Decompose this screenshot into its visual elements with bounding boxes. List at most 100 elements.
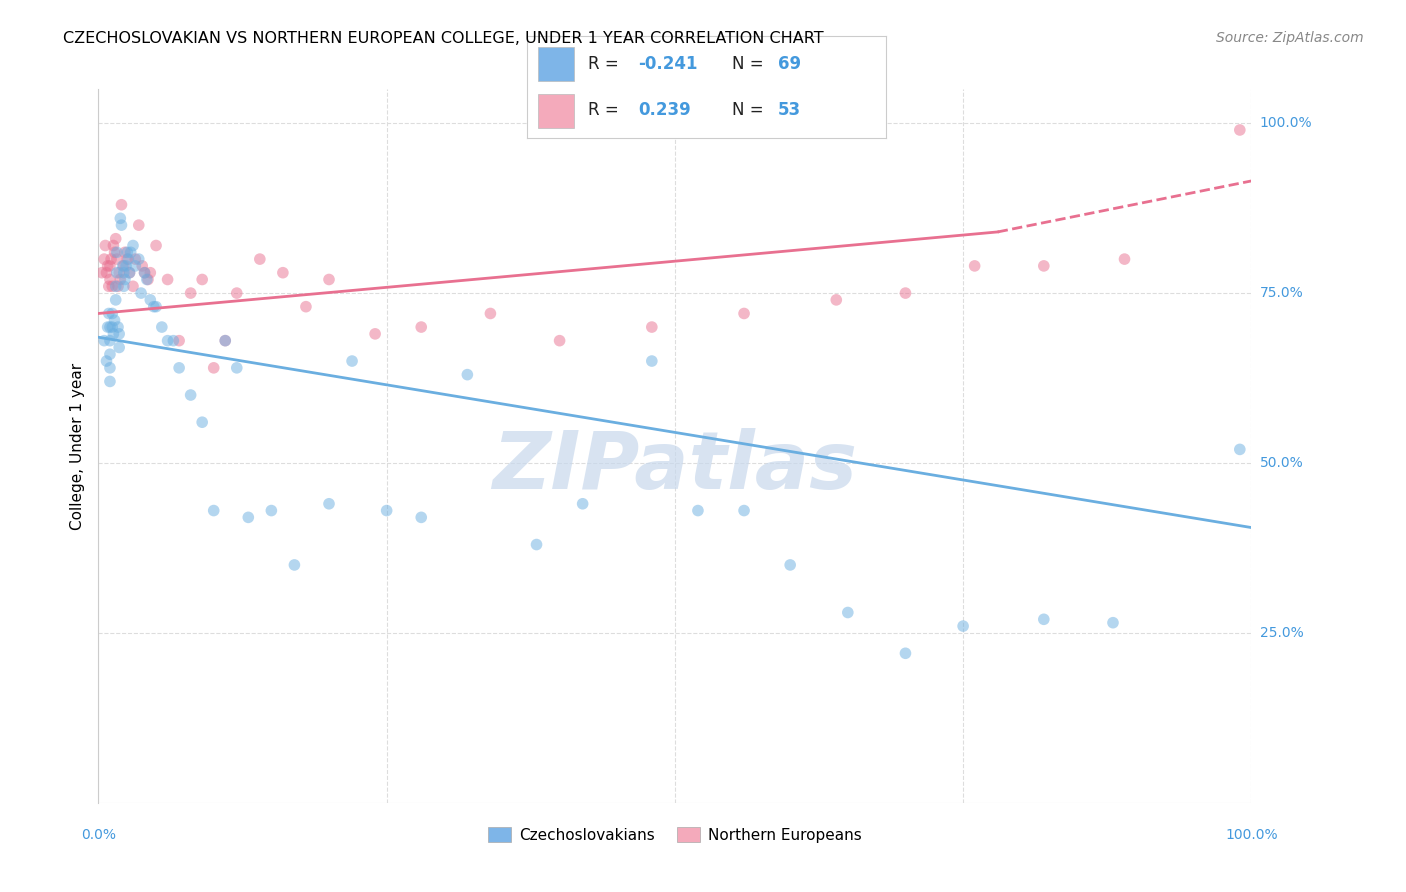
Point <box>112 266 135 280</box>
Text: N =: N = <box>731 55 769 73</box>
Text: ZIPatlas: ZIPatlas <box>492 428 858 507</box>
Text: R =: R = <box>588 101 630 119</box>
Point <box>283 558 305 572</box>
FancyBboxPatch shape <box>538 95 574 128</box>
Point <box>686 503 709 517</box>
Point <box>963 259 986 273</box>
Point <box>94 238 117 252</box>
Point <box>139 266 162 280</box>
Point <box>118 266 141 280</box>
Point <box>479 306 502 320</box>
Point <box>779 558 801 572</box>
Point <box>97 320 120 334</box>
Point <box>98 375 121 389</box>
Point <box>98 334 121 348</box>
Point <box>93 334 115 348</box>
Legend: Czechoslovakians, Northern Europeans: Czechoslovakians, Northern Europeans <box>482 821 868 848</box>
Point <box>136 272 159 286</box>
Point <box>145 238 167 252</box>
Point <box>202 503 225 517</box>
Point <box>156 334 179 348</box>
Point <box>110 218 132 232</box>
Point <box>134 266 156 280</box>
Point <box>117 245 139 260</box>
Point <box>101 320 124 334</box>
Point <box>238 510 260 524</box>
Point <box>122 238 145 252</box>
Point <box>128 252 150 266</box>
Text: 53: 53 <box>779 101 801 119</box>
Point <box>733 503 755 517</box>
Text: -0.241: -0.241 <box>638 55 697 73</box>
Point <box>837 606 859 620</box>
Point <box>104 293 127 307</box>
Point <box>260 503 283 517</box>
Point <box>117 252 139 266</box>
Point <box>167 360 190 375</box>
Text: 100.0%: 100.0% <box>1225 828 1278 842</box>
Point <box>96 354 118 368</box>
FancyBboxPatch shape <box>538 47 574 81</box>
Text: 50.0%: 50.0% <box>1260 456 1303 470</box>
Point <box>1114 252 1136 266</box>
Point <box>108 341 131 355</box>
Point <box>548 334 571 348</box>
Point <box>96 266 118 280</box>
Point <box>98 272 121 286</box>
Text: N =: N = <box>731 101 769 119</box>
Point <box>103 326 125 341</box>
Text: 69: 69 <box>779 55 801 73</box>
Point <box>118 266 141 280</box>
Text: CZECHOSLOVAKIAN VS NORTHERN EUROPEAN COLLEGE, UNDER 1 YEAR CORRELATION CHART: CZECHOSLOVAKIAN VS NORTHERN EUROPEAN COL… <box>63 31 824 46</box>
Point <box>110 272 132 286</box>
Y-axis label: College, Under 1 year: College, Under 1 year <box>69 362 84 530</box>
Point <box>139 293 162 307</box>
Point <box>107 279 129 293</box>
Point <box>1102 615 1125 630</box>
Point <box>98 259 121 273</box>
Point <box>571 497 593 511</box>
Text: R =: R = <box>588 55 624 73</box>
Point <box>191 415 214 429</box>
Text: 0.0%: 0.0% <box>82 828 115 842</box>
Point <box>100 252 122 266</box>
Point <box>131 259 153 273</box>
Point <box>1229 123 1251 137</box>
Point <box>98 360 121 375</box>
Text: Source: ZipAtlas.com: Source: ZipAtlas.com <box>1216 31 1364 45</box>
Text: 100.0%: 100.0% <box>1260 116 1312 130</box>
Point <box>101 306 124 320</box>
Point <box>112 259 135 273</box>
Point <box>1032 259 1054 273</box>
Point <box>411 510 433 524</box>
Point <box>124 259 146 273</box>
Point <box>1032 612 1054 626</box>
Point <box>124 252 146 266</box>
Point <box>108 326 131 341</box>
Point <box>156 272 179 286</box>
Point <box>145 300 167 314</box>
Point <box>104 279 127 293</box>
Point <box>122 279 145 293</box>
Point <box>101 279 124 293</box>
Point <box>103 313 125 327</box>
Point <box>134 266 156 280</box>
Text: 0.239: 0.239 <box>638 101 692 119</box>
Point <box>97 306 120 320</box>
Point <box>111 259 134 273</box>
Point <box>894 286 917 301</box>
Point <box>180 286 202 301</box>
Point <box>340 354 363 368</box>
Point <box>318 272 340 286</box>
Point <box>894 646 917 660</box>
Point <box>110 211 132 226</box>
Point <box>411 320 433 334</box>
Point <box>107 320 129 334</box>
Point <box>98 320 121 334</box>
Point <box>98 347 121 361</box>
Text: 25.0%: 25.0% <box>1260 626 1303 640</box>
Point <box>641 354 664 368</box>
Point <box>115 259 138 273</box>
Point <box>295 300 318 314</box>
Point <box>180 388 202 402</box>
